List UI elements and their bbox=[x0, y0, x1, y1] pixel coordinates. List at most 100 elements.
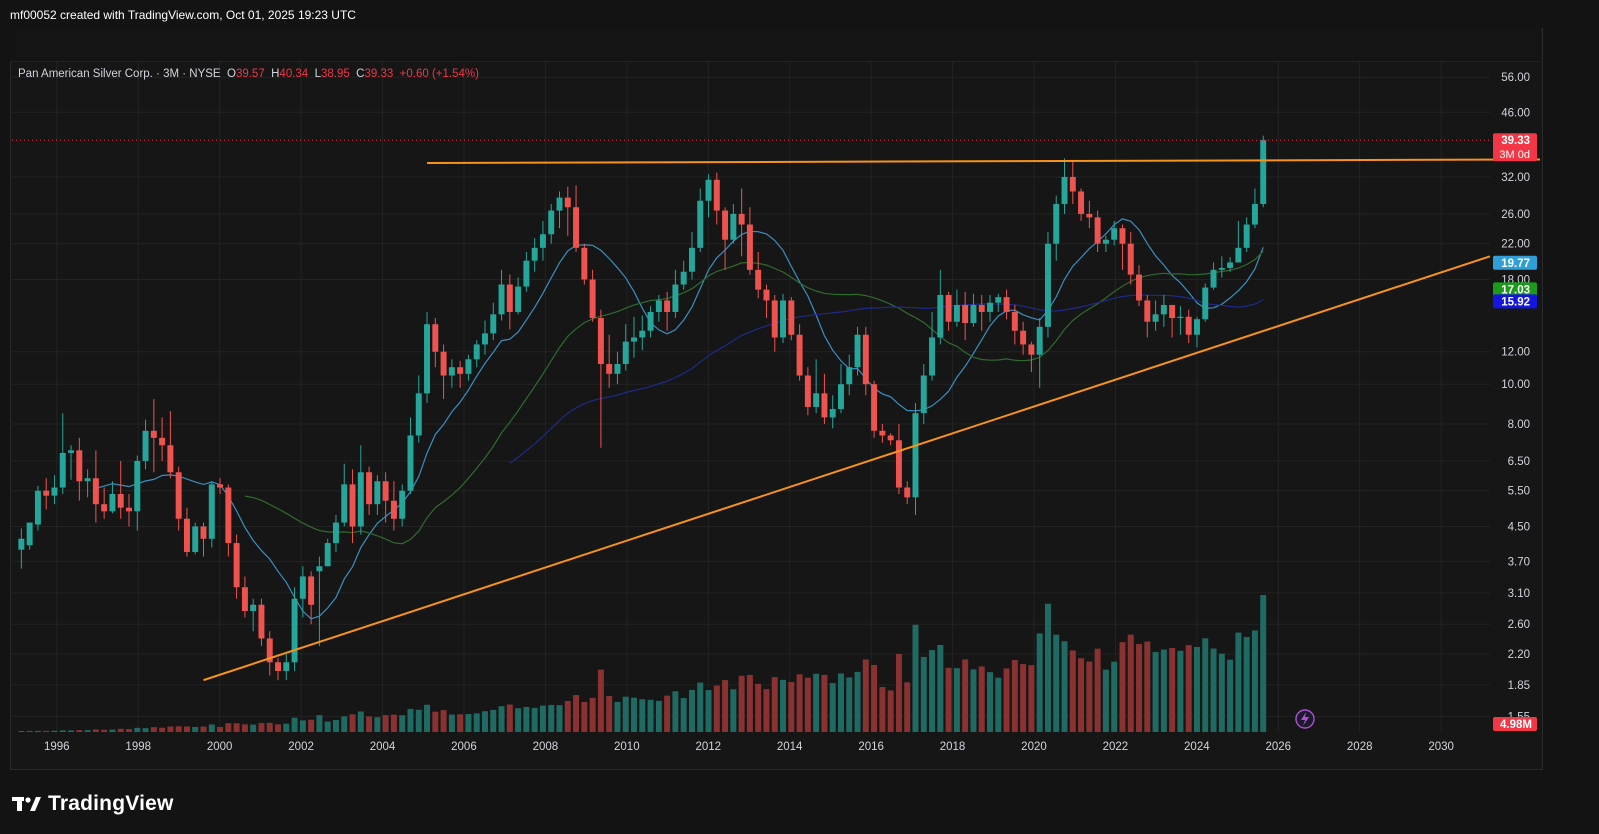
candle-body bbox=[1102, 239, 1109, 244]
candle-body bbox=[879, 430, 886, 436]
volume-bar bbox=[109, 729, 116, 732]
volume-bar bbox=[937, 644, 944, 732]
volume-bar bbox=[241, 724, 248, 732]
candle-body bbox=[84, 478, 91, 482]
candle-body bbox=[1144, 300, 1151, 322]
candle-body bbox=[978, 304, 985, 312]
candle-body bbox=[341, 484, 348, 523]
candle-body bbox=[1069, 176, 1076, 192]
candle-body bbox=[1185, 316, 1192, 335]
candle-body bbox=[606, 364, 613, 374]
candle-body bbox=[1011, 311, 1018, 331]
x-tick-label: 2008 bbox=[533, 741, 559, 753]
candle-body bbox=[556, 197, 563, 211]
volume-bar bbox=[978, 666, 985, 732]
candle-body bbox=[962, 304, 969, 323]
candle-body bbox=[1111, 228, 1118, 240]
volume-bar bbox=[183, 726, 190, 732]
candle-body bbox=[349, 484, 356, 527]
candle-body bbox=[1260, 140, 1267, 204]
price-badge-text: 17.03 bbox=[1501, 284, 1530, 296]
candle-body bbox=[589, 279, 596, 318]
candle-body bbox=[208, 484, 215, 539]
candle-body bbox=[821, 393, 828, 418]
candle-body bbox=[76, 450, 83, 482]
price-badge: 15.92 bbox=[1493, 294, 1537, 309]
volume-bar bbox=[1169, 647, 1176, 732]
volume-bar bbox=[515, 708, 522, 732]
volume-bar bbox=[399, 715, 406, 732]
volume-bar bbox=[167, 726, 174, 732]
volume-bar bbox=[904, 682, 911, 732]
volume-bar bbox=[1086, 661, 1093, 732]
candle-body bbox=[18, 538, 25, 550]
x-tick-label: 2030 bbox=[1428, 741, 1454, 753]
candle-body bbox=[1078, 191, 1085, 214]
y-tick-label: 6.50 bbox=[1508, 456, 1530, 468]
x-tick-label: 2026 bbox=[1265, 741, 1291, 753]
volume-bar bbox=[349, 714, 356, 732]
x-tick-label: 2006 bbox=[451, 741, 477, 753]
volume-badge-bg bbox=[1493, 717, 1537, 731]
candle-body bbox=[366, 472, 373, 505]
high-value: 40.34 bbox=[279, 68, 309, 80]
price-badge: 19.77 bbox=[1493, 255, 1537, 270]
volume-bar bbox=[1127, 634, 1134, 732]
volume-bar bbox=[51, 730, 58, 732]
candle-body bbox=[854, 334, 861, 368]
candle-body bbox=[374, 481, 381, 505]
volume-bar bbox=[838, 673, 844, 732]
price-badge-bg bbox=[1493, 294, 1537, 309]
volume-bar bbox=[796, 674, 803, 732]
volume-bar bbox=[614, 702, 621, 732]
tradingview-brand[interactable]: TradingView bbox=[12, 792, 174, 816]
close-value: 39.33 bbox=[364, 68, 394, 80]
candle-body bbox=[308, 576, 315, 605]
volume-bar bbox=[84, 730, 91, 732]
volume-bar bbox=[655, 700, 662, 732]
candle-body bbox=[117, 493, 124, 508]
candle-body bbox=[126, 507, 132, 512]
lightning-icon[interactable] bbox=[1295, 709, 1315, 729]
y-tick-label: 26.00 bbox=[1501, 209, 1530, 221]
volume-bar bbox=[1177, 650, 1184, 732]
candle-body bbox=[995, 297, 1002, 303]
y-tick-label: 2.20 bbox=[1508, 649, 1530, 661]
symbol-name: Pan American Silver Corp. · 3M · NYSE bbox=[18, 68, 221, 80]
volume-bar bbox=[1069, 650, 1076, 732]
candle-body bbox=[266, 638, 273, 663]
x-tick-label: 2010 bbox=[614, 741, 640, 753]
candle-body bbox=[887, 435, 894, 441]
volume-bar bbox=[730, 689, 737, 732]
resistance-line[interactable] bbox=[427, 158, 1541, 165]
volume-bar bbox=[1144, 641, 1151, 732]
candle-body bbox=[1243, 224, 1250, 248]
volume-bar bbox=[192, 726, 199, 732]
attribution-text: mf00052 created with TradingView.com, Oc… bbox=[10, 8, 356, 22]
volume-bar bbox=[465, 714, 472, 732]
volume-bar bbox=[407, 708, 414, 732]
volume-bar bbox=[581, 702, 588, 732]
volume-bar bbox=[159, 727, 166, 732]
volume-bar bbox=[316, 715, 323, 732]
candle-body bbox=[1127, 243, 1134, 275]
volume-bar bbox=[763, 689, 770, 732]
volume-bar bbox=[200, 726, 207, 732]
volume-bar bbox=[490, 709, 497, 732]
volume-bar bbox=[357, 711, 364, 732]
y-tick-label: 1.85 bbox=[1508, 680, 1530, 692]
price-badge-text: 39.33 bbox=[1501, 135, 1530, 147]
volume-bar bbox=[895, 653, 902, 732]
candle-body bbox=[1251, 203, 1258, 225]
axes: 56.0046.0032.0026.0022.0018.0012.0010.00… bbox=[44, 72, 1537, 753]
volume-bar bbox=[1094, 648, 1101, 732]
y-tick-label: 8.00 bbox=[1508, 419, 1530, 431]
candle-body bbox=[183, 518, 190, 552]
volume-bar bbox=[1011, 660, 1018, 732]
volume-bar bbox=[291, 717, 298, 732]
x-tick-label: 2002 bbox=[288, 741, 314, 753]
candle-body bbox=[142, 430, 149, 461]
candle-body bbox=[465, 359, 472, 374]
rising-trendline[interactable] bbox=[203, 255, 1491, 682]
